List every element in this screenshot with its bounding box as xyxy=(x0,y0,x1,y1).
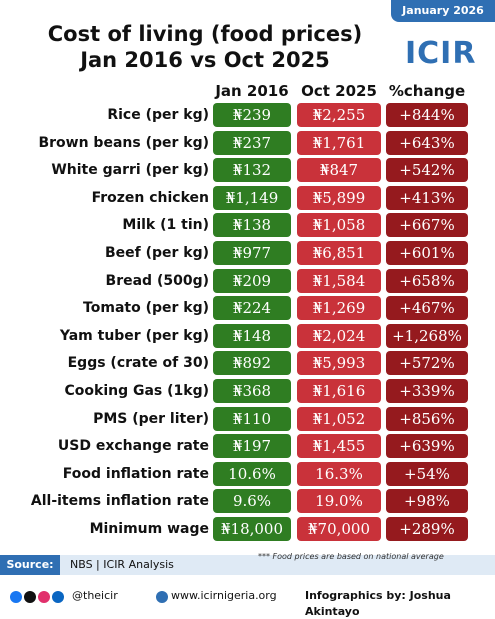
jan-2016-cell: ₦1,149 xyxy=(213,185,291,210)
oct-2025-cell: 19.0% xyxy=(297,489,381,514)
change-cell: +639% xyxy=(386,434,468,459)
source-label: Source: xyxy=(0,555,60,575)
row-label: PMS (per liter) xyxy=(93,410,209,427)
row-label: All-items inflation rate xyxy=(30,493,209,510)
change-cell: +667% xyxy=(386,213,468,238)
oct-2025-cell: ₦1,455 xyxy=(297,434,381,459)
row-label: Frozen chicken xyxy=(91,189,209,206)
column-header: %change xyxy=(388,82,466,100)
note: *** Food prices are based on national av… xyxy=(258,552,444,561)
column-header: Oct 2025 xyxy=(301,82,377,100)
jan-2016-cell: ₦209 xyxy=(213,268,291,293)
oct-2025-cell: ₦2,024 xyxy=(297,323,381,348)
oct-2025-cell: ₦6,851 xyxy=(297,241,381,265)
row-label: USD exchange rate xyxy=(57,438,209,455)
change-cell: +572% xyxy=(386,351,468,376)
oct-2025-cell: ₦5,993 xyxy=(297,351,381,376)
row-label: Milk (1 tin) xyxy=(122,217,209,234)
change-cell: +339% xyxy=(386,379,468,403)
change-cell: +289% xyxy=(386,517,468,541)
jan-2016-cell: ₦368 xyxy=(213,379,291,403)
row-label: Beef (per kg) xyxy=(104,245,209,261)
change-cell: +658% xyxy=(386,268,468,293)
oct-2025-cell: ₦70,000 xyxy=(297,517,381,541)
row-label: Rice (per kg) xyxy=(107,107,209,123)
row-label: Bread (500g) xyxy=(105,272,209,289)
jan-2016-cell: 10.6% xyxy=(213,461,291,486)
jan-2016-cell: ₦197 xyxy=(213,434,291,459)
jan-2016-cell: ₦237 xyxy=(213,130,291,155)
change-cell: +54% xyxy=(386,461,468,486)
oct-2025-cell: ₦1,761 xyxy=(297,130,381,155)
change-cell: +467% xyxy=(386,296,468,321)
change-cell: +413% xyxy=(386,185,468,210)
change-cell: +844% xyxy=(386,103,468,127)
row-label: White garri (per kg) xyxy=(51,162,209,179)
jan-2016-cell: ₦148 xyxy=(213,323,291,348)
oct-2025-cell: ₦2,255 xyxy=(297,103,381,127)
website: www.icirnigeria.org xyxy=(171,589,277,602)
credit: Infographics by: Joshua Akintayo xyxy=(305,589,451,618)
change-cell: +601% xyxy=(386,241,468,265)
jan-2016-cell: ₦138 xyxy=(213,213,291,238)
row-label: Minimum wage xyxy=(89,521,209,537)
row-label: Tomato (per kg) xyxy=(83,300,209,317)
change-cell: +856% xyxy=(386,406,468,431)
jan-2016-cell: ₦892 xyxy=(213,351,291,376)
row-label: Eggs (crate of 30) xyxy=(67,355,209,372)
row-label: Yam tuber (per kg) xyxy=(59,327,209,344)
jan-2016-cell: ₦18,000 xyxy=(213,517,291,541)
change-cell: +542% xyxy=(386,158,468,183)
date-tab: January 2026 xyxy=(391,0,495,22)
column-header: Jan 2016 xyxy=(215,82,289,100)
logo: ICIR xyxy=(405,36,477,71)
change-cell: +643% xyxy=(386,130,468,155)
oct-2025-cell: ₦1,584 xyxy=(297,268,381,293)
oct-2025-cell: ₦1,052 xyxy=(297,406,381,431)
globe-icon xyxy=(156,591,168,603)
oct-2025-cell: ₦847 xyxy=(297,158,381,183)
source: NBS | ICIR Analysis xyxy=(70,558,174,571)
oct-2025-cell: ₦5,899 xyxy=(297,185,381,210)
title: Jan 2016 vs Oct 2025 xyxy=(80,48,330,72)
row-label: Cooking Gas (1kg) xyxy=(64,383,210,399)
row-label: Brown beans (per kg) xyxy=(38,134,209,151)
title: Cost of living (food prices) xyxy=(47,22,363,46)
jan-2016-cell: ₦224 xyxy=(213,296,291,321)
jan-2016-cell: ₦239 xyxy=(213,103,291,127)
source-band xyxy=(0,555,495,575)
jan-2016-cell: ₦132 xyxy=(213,158,291,183)
oct-2025-cell: ₦1,058 xyxy=(297,213,381,238)
row-label: Food inflation rate xyxy=(62,465,209,482)
change-cell: +98% xyxy=(386,489,468,514)
social-icons xyxy=(10,591,64,603)
jan-2016-cell: ₦977 xyxy=(213,241,291,265)
jan-2016-cell: 9.6% xyxy=(213,489,291,514)
social-handle: @theicir xyxy=(72,589,118,602)
oct-2025-cell: 16.3% xyxy=(297,461,381,486)
jan-2016-cell: ₦110 xyxy=(213,406,291,431)
oct-2025-cell: ₦1,269 xyxy=(297,296,381,321)
change-cell: +1,268% xyxy=(386,323,468,348)
oct-2025-cell: ₦1,616 xyxy=(297,379,381,403)
